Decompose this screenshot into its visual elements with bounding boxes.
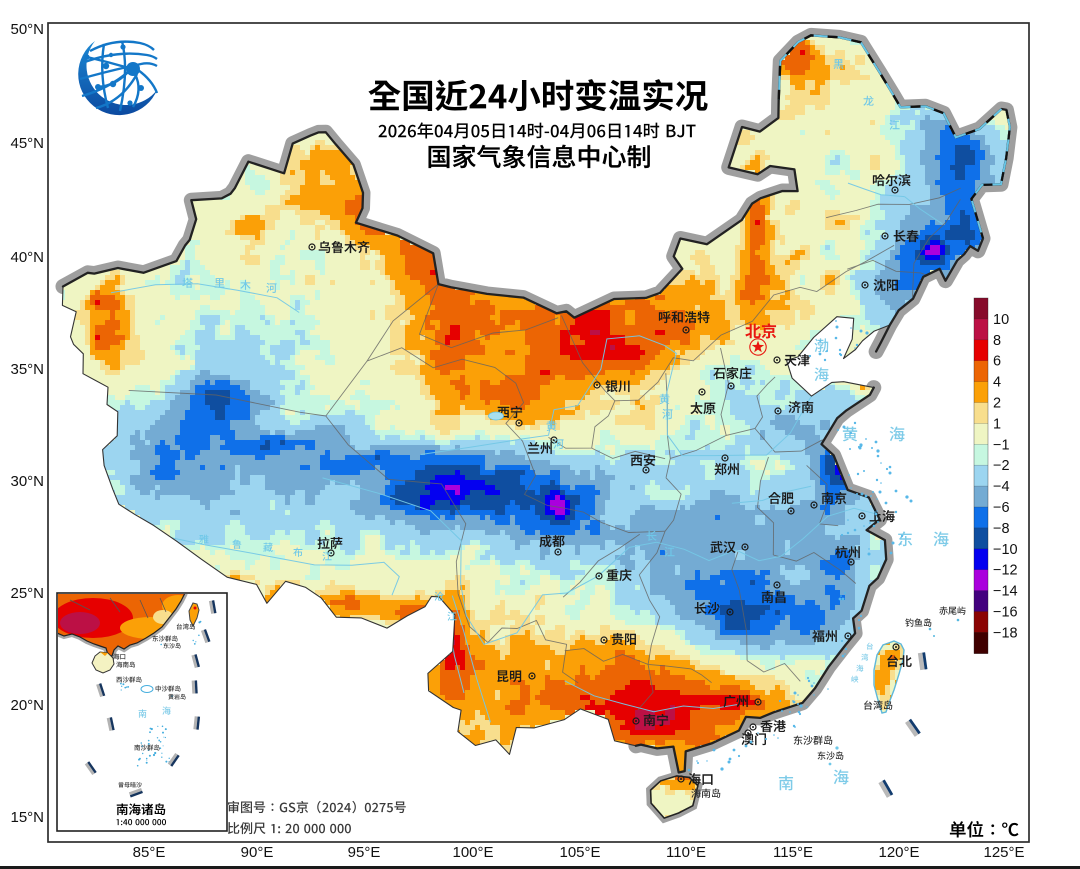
svg-text:125°E: 125°E (983, 844, 1024, 861)
svg-text:−16: −16 (993, 605, 1018, 621)
svg-text:−10: −10 (993, 542, 1018, 558)
svg-text:−18: −18 (993, 625, 1018, 641)
svg-text:90°E: 90°E (241, 844, 274, 861)
svg-text:35°N: 35°N (10, 361, 44, 378)
svg-text:40°N: 40°N (10, 249, 44, 266)
svg-text:25°N: 25°N (10, 585, 44, 602)
svg-text:−4: −4 (993, 479, 1010, 495)
svg-text:30°N: 30°N (10, 473, 44, 490)
svg-text:110°E: 110°E (666, 844, 706, 861)
svg-text:15°N: 15°N (10, 809, 44, 826)
svg-text:6: 6 (993, 354, 1001, 370)
svg-text:−1: −1 (993, 437, 1010, 453)
svg-text:100°E: 100°E (452, 844, 493, 861)
svg-text:2: 2 (993, 396, 1001, 412)
svg-text:20°N: 20°N (10, 697, 44, 714)
svg-text:−8: −8 (993, 521, 1010, 537)
svg-text:−2: −2 (993, 458, 1010, 474)
svg-text:120°E: 120°E (878, 844, 919, 861)
svg-text:85°E: 85°E (133, 844, 166, 861)
svg-text:105°E: 105°E (559, 844, 600, 861)
svg-text:−14: −14 (993, 584, 1018, 600)
svg-text:−12: −12 (993, 563, 1018, 579)
svg-text:115°E: 115°E (773, 844, 813, 861)
svg-text:50°N: 50°N (10, 21, 44, 38)
svg-text:4: 4 (993, 375, 1001, 391)
svg-text:1: 1 (993, 416, 1001, 432)
svg-text:10: 10 (993, 312, 1009, 328)
svg-text:45°N: 45°N (10, 135, 44, 152)
svg-text:8: 8 (993, 333, 1001, 349)
svg-text:95°E: 95°E (348, 844, 381, 861)
svg-text:−6: −6 (993, 500, 1010, 516)
